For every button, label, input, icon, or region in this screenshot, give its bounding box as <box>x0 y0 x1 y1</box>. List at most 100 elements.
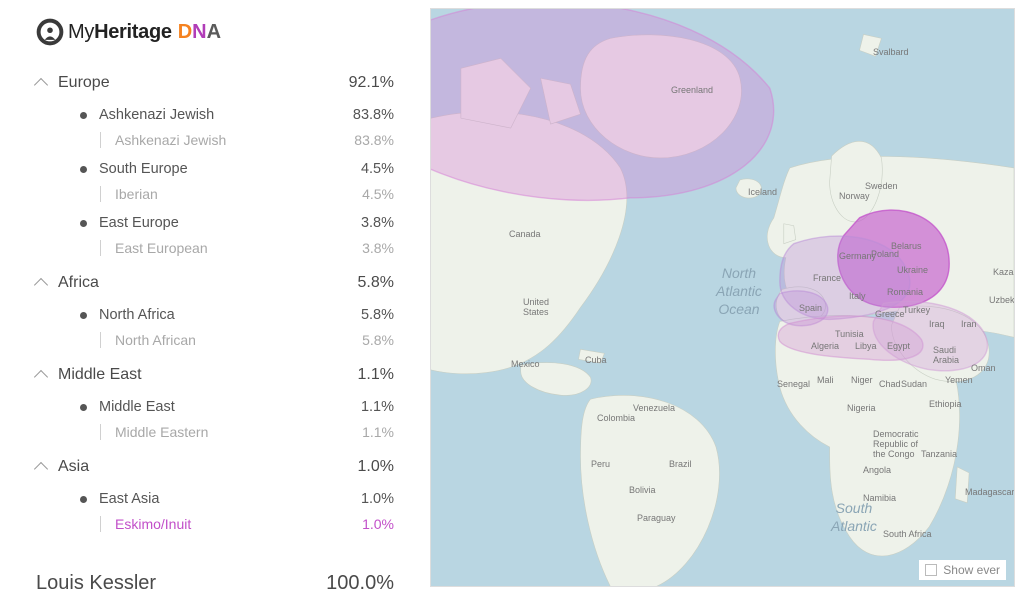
subregion-pct: 83.8% <box>353 107 394 123</box>
country-label: Niger <box>851 375 873 385</box>
country-label: Oman <box>971 363 996 373</box>
country-label: Turkey <box>903 305 930 315</box>
subregion-row[interactable]: East Europe3.8% <box>36 210 394 236</box>
country-label: Ethiopia <box>929 399 962 409</box>
country-label: Sudan <box>901 379 927 389</box>
ethnicity-pct: 3.8% <box>362 240 394 256</box>
ethnicity-list: Europe92.1%Ashkenazi Jewish83.8%Ashkenaz… <box>36 64 394 558</box>
country-label: Yemen <box>945 375 973 385</box>
region-row[interactable]: Middle East1.1% <box>36 356 394 394</box>
heritage-icon <box>36 18 64 46</box>
ethnicity-name: Eskimo/Inuit <box>100 516 191 532</box>
show-events-toggle[interactable]: Show ever <box>919 560 1006 580</box>
country-label: Iceland <box>748 187 777 197</box>
country-label: Spain <box>799 303 822 313</box>
country-label: Uzbekistan <box>989 295 1015 305</box>
checkbox-icon[interactable] <box>925 564 937 576</box>
ethnicity-name: Iberian <box>100 186 158 202</box>
subregion-pct: 5.8% <box>361 307 394 323</box>
subregion-name: East Europe <box>99 215 179 231</box>
ethnicity-pct: 5.8% <box>362 332 394 348</box>
country-label: Romania <box>887 287 923 297</box>
subregion-pct: 4.5% <box>361 161 394 177</box>
subregion-name: Ashkenazi Jewish <box>99 107 214 123</box>
country-label: Venezuela <box>633 403 675 413</box>
country-label: Angola <box>863 465 891 475</box>
region-pct: 1.0% <box>358 458 394 476</box>
subregion-row[interactable]: North Africa 5.8% <box>36 302 394 328</box>
region-pct: 5.8% <box>358 274 394 292</box>
country-label: Italy <box>849 291 866 301</box>
dot-icon <box>80 220 87 227</box>
ethnicity-pct: 1.1% <box>362 424 394 440</box>
ocean-label: SouthAtlantic <box>831 499 877 535</box>
country-label: Senegal <box>777 379 810 389</box>
region-name: Europe <box>58 74 110 92</box>
ethnicity-pct: 83.8% <box>354 132 394 148</box>
ethnicity-name: Ashkenazi Jewish <box>100 132 226 148</box>
country-label: Mali <box>817 375 834 385</box>
dot-icon <box>80 496 87 503</box>
country-label: DemocraticRepublic ofthe Congo <box>873 429 919 459</box>
country-label: Tunisia <box>835 329 864 339</box>
country-label: Norway <box>839 191 870 201</box>
country-label: Nigeria <box>847 403 876 413</box>
country-label: UnitedStates <box>523 297 549 317</box>
region-name: Middle East <box>58 366 142 384</box>
chevron-up-icon <box>34 369 48 383</box>
country-label: France <box>813 273 841 283</box>
ocean-label: NorthAtlanticOcean <box>716 264 762 319</box>
ethnicity-row[interactable]: Middle Eastern 1.1% <box>36 420 394 448</box>
dot-icon <box>80 404 87 411</box>
subregion-name: North Africa <box>99 307 175 323</box>
ethnicity-row[interactable]: Ashkenazi Jewish 83.8% <box>36 128 394 156</box>
show-toggle-label: Show ever <box>943 563 1000 577</box>
country-label: Greenland <box>671 85 713 95</box>
region-row[interactable]: Asia 1.0% <box>36 448 394 486</box>
region-name: Africa <box>58 274 99 292</box>
person-name: Louis Kessler <box>36 572 156 595</box>
country-label: South Africa <box>883 529 932 539</box>
subregion-name: South Europe <box>99 161 188 177</box>
dot-icon <box>80 166 87 173</box>
ethnicity-row[interactable]: Eskimo/Inuit 1.0% <box>36 512 394 540</box>
ethnicity-name: North African <box>100 332 196 348</box>
brand-dna: DNA <box>178 21 221 44</box>
brand-logo: MyHeritage DNA <box>36 18 394 46</box>
subregion-row[interactable]: Middle East1.1% <box>36 394 394 420</box>
subregion-row[interactable]: South Europe 4.5% <box>36 156 394 182</box>
brand-text: MyHeritage <box>68 21 172 44</box>
dot-icon <box>80 312 87 319</box>
country-label: Cuba <box>585 355 607 365</box>
map-panel[interactable]: GreenlandIcelandSvalbardNorwaySwedenCana… <box>430 8 1015 587</box>
chevron-up-icon <box>34 277 48 291</box>
country-label: Tanzania <box>921 449 957 459</box>
country-label: Iraq <box>929 319 945 329</box>
subregion-row[interactable]: Ashkenazi Jewish 83.8% <box>36 102 394 128</box>
country-label: Madagascar <box>965 487 1015 497</box>
chevron-up-icon <box>34 461 48 475</box>
country-label: Greece <box>875 309 905 319</box>
dot-icon <box>80 112 87 119</box>
country-label: Kazakh <box>993 267 1015 277</box>
ethnicity-row[interactable]: East European 3.8% <box>36 236 394 264</box>
country-label: Iran <box>961 319 977 329</box>
region-row[interactable]: Africa 5.8% <box>36 264 394 302</box>
subregion-pct: 1.1% <box>361 399 394 415</box>
country-label: SaudiArabia <box>933 345 959 365</box>
country-label: Chad <box>879 379 901 389</box>
region-name: Asia <box>58 458 89 476</box>
country-label: Colombia <box>597 413 635 423</box>
ethnicity-row[interactable]: Iberian4.5% <box>36 182 394 210</box>
country-label: Libya <box>855 341 877 351</box>
ethnicity-row[interactable]: North African 5.8% <box>36 328 394 356</box>
subregion-row[interactable]: East Asia1.0% <box>36 486 394 512</box>
ethnicity-name: Middle Eastern <box>100 424 208 440</box>
region-row[interactable]: Europe92.1% <box>36 64 394 102</box>
arctic-blob[interactable] <box>431 9 774 200</box>
country-label: Ukraine <box>897 265 928 275</box>
country-label: Canada <box>509 229 541 239</box>
country-label: Paraguay <box>637 513 676 523</box>
ethnicity-name: East European <box>100 240 208 256</box>
ethnicity-pct: 1.0% <box>362 516 394 532</box>
